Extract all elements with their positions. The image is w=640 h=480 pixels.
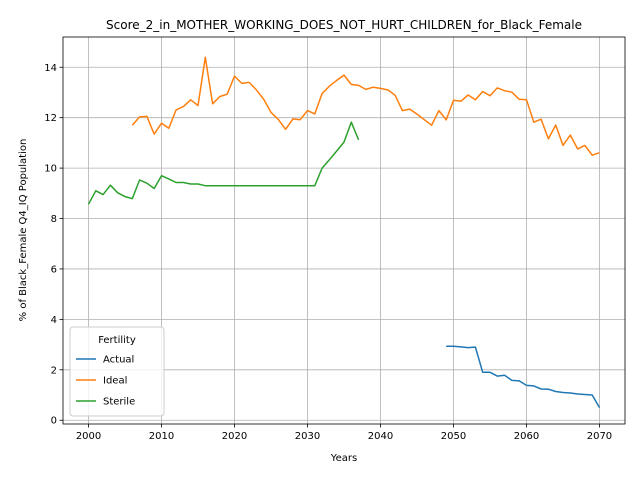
axis-ticks: 2000 2010 2020 2030 2040 2050 2060 2070 0 2 4 6 8 10 1… [44, 63, 612, 442]
x-tick-label: 2040 [368, 431, 393, 442]
series-line-actual [446, 345, 601, 408]
y-tick-label: 4 [51, 315, 57, 326]
grid [63, 37, 625, 424]
series-line-sterile [87, 121, 360, 205]
legend-entries: Actual Ideal Sterile [76, 355, 135, 408]
x-axis-label: Years [330, 453, 357, 464]
chart-title: Score_2_in_MOTHER_WORKING_DOES_NOT_HURT_… [106, 18, 582, 32]
x-tick-label: 2020 [222, 431, 247, 442]
y-tick-label: 2 [51, 365, 57, 376]
y-tick-label: 6 [51, 264, 57, 275]
plot-frame [62, 36, 626, 425]
y-tick-label: 14 [44, 63, 57, 74]
legend-box [69, 326, 165, 417]
legend-label-ideal: Ideal [103, 376, 127, 387]
y-tick-label: 8 [51, 214, 57, 225]
legend-label-actual: Actual [103, 355, 134, 366]
series-lines [87, 56, 601, 408]
x-tick-label: 2010 [149, 431, 174, 442]
x-tick-label: 2070 [587, 431, 612, 442]
y-axis-label: % of Black_Female Q4_IQ Population [18, 139, 29, 322]
x-tick-label: 2000 [76, 431, 101, 442]
legend-title: Fertility [98, 335, 136, 346]
x-tick-label: 2030 [295, 431, 320, 442]
legend-label-sterile: Sterile [103, 397, 135, 408]
series-line-ideal [131, 56, 600, 156]
y-tick-label: 12 [44, 113, 57, 124]
y-tick-label: 0 [51, 416, 57, 427]
x-tick-label: 2050 [441, 431, 466, 442]
legend: Fertility Actual Ideal Sterile [69, 326, 165, 417]
y-tick-label: 10 [44, 164, 57, 175]
x-tick-label: 2060 [514, 431, 539, 442]
